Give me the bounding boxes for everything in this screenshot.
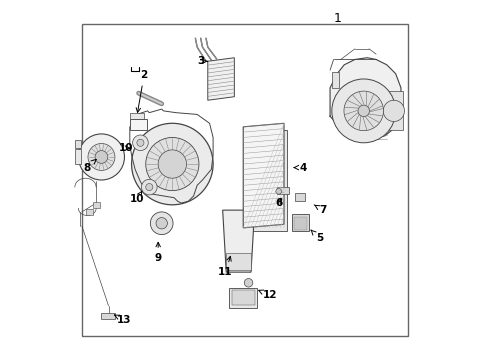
Bar [93, 202, 99, 208]
Circle shape [158, 150, 187, 178]
Bar [389, 91, 403, 130]
Text: 13: 13 [114, 315, 132, 325]
Text: 5: 5 [311, 230, 323, 243]
Circle shape [276, 189, 282, 194]
Bar [75, 140, 80, 148]
Circle shape [245, 279, 253, 287]
Text: 12: 12 [259, 290, 277, 300]
Text: 8: 8 [84, 159, 96, 172]
Text: 10: 10 [119, 143, 133, 153]
Bar [246, 130, 287, 231]
Bar [75, 149, 81, 164]
Circle shape [88, 144, 115, 170]
Circle shape [156, 217, 168, 229]
Circle shape [358, 105, 369, 117]
Bar [130, 113, 144, 120]
Text: 11: 11 [218, 256, 233, 277]
Text: 4: 4 [294, 163, 307, 172]
Bar [277, 187, 289, 194]
Text: 10: 10 [130, 192, 144, 204]
Bar [292, 215, 309, 231]
Circle shape [150, 212, 173, 235]
Bar [85, 209, 93, 215]
Bar [130, 119, 147, 130]
Bar [82, 24, 408, 336]
Circle shape [132, 123, 213, 205]
Text: 1: 1 [333, 12, 341, 25]
Text: 2: 2 [136, 71, 147, 112]
Circle shape [95, 150, 108, 163]
Bar [101, 312, 115, 319]
Polygon shape [330, 58, 401, 139]
Circle shape [78, 134, 124, 180]
Text: 9: 9 [155, 242, 162, 263]
Polygon shape [222, 210, 255, 272]
Bar [332, 72, 339, 88]
Circle shape [146, 138, 199, 191]
Circle shape [344, 91, 384, 131]
Polygon shape [243, 123, 284, 228]
Bar [232, 290, 255, 305]
Text: 6: 6 [275, 198, 282, 208]
Circle shape [146, 184, 153, 191]
Circle shape [137, 139, 144, 146]
Bar [294, 193, 305, 201]
Bar [294, 217, 307, 230]
Text: 3: 3 [197, 56, 207, 66]
Circle shape [142, 179, 157, 195]
Circle shape [383, 100, 405, 122]
Bar [226, 253, 251, 270]
Bar [229, 288, 257, 307]
Text: 7: 7 [314, 205, 327, 215]
Circle shape [133, 135, 148, 150]
Circle shape [332, 79, 395, 143]
Polygon shape [208, 58, 234, 100]
